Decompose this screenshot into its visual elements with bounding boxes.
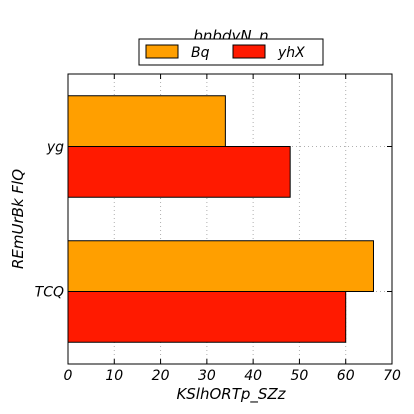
x-tick-label: 30	[198, 368, 216, 384]
x-axis-ticks: 0 10 20 30 40 50 60 70	[64, 74, 401, 384]
legend-swatch-yhX	[232, 44, 266, 59]
bar-yhX-yg	[67, 146, 291, 198]
bars	[67, 95, 374, 343]
y-tick-label: TCQ	[35, 285, 64, 301]
legend-label: Bq	[191, 45, 210, 61]
x-tick-label: 70	[383, 368, 401, 384]
x-tick-label: 10	[105, 368, 123, 384]
x-axis-label: KSlhORTp_SZz	[176, 385, 286, 404]
legend-label: yhX	[277, 45, 305, 61]
x-tick-label: 40	[244, 368, 262, 384]
y-axis-label: REmUrBk FlQ	[9, 169, 27, 269]
x-tick-label: 50	[291, 368, 309, 384]
legend: Bq yhX	[138, 38, 324, 66]
bar-yhX-TCQ	[67, 291, 347, 343]
bar-Bq-yg	[67, 95, 226, 147]
plot-frame	[67, 73, 393, 365]
legend-swatch-Bq	[145, 44, 179, 59]
x-tick-label: 0	[64, 368, 73, 384]
x-tick-label: 20	[152, 368, 170, 384]
x-tick-label: 60	[337, 368, 355, 384]
bar-Bq-TCQ	[67, 240, 374, 292]
y-tick-label: yg	[46, 140, 64, 156]
y-axis-ticks: TCQ yg	[35, 140, 392, 301]
